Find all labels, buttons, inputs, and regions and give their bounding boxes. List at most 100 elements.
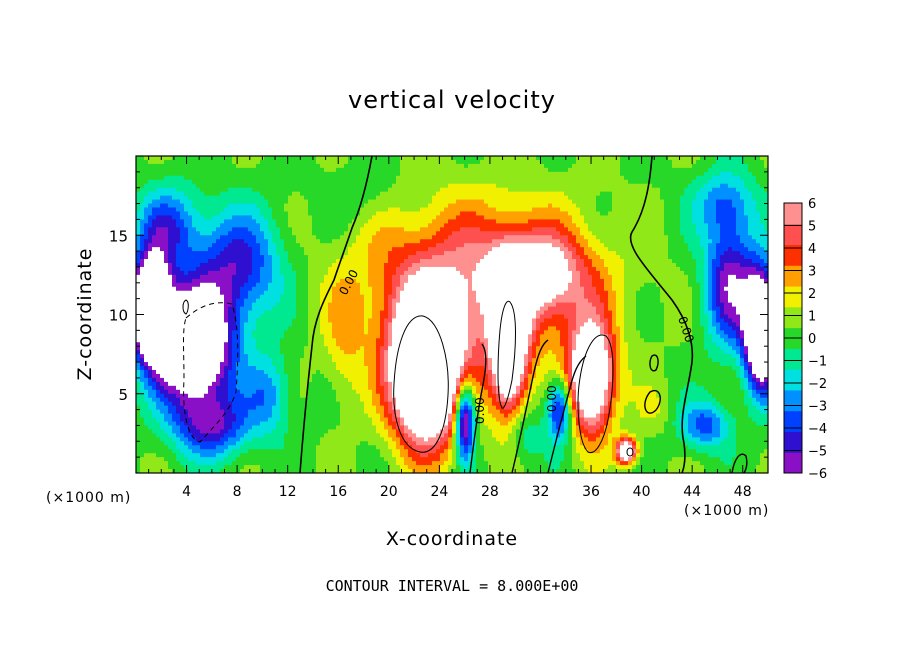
heatmap-cell <box>364 199 369 205</box>
heatmap-cell <box>264 227 269 232</box>
heatmap-cell <box>296 381 301 387</box>
heatmap-cell <box>284 247 289 252</box>
heatmap-cell <box>244 330 249 335</box>
heatmap-cell <box>216 393 221 399</box>
heatmap-cell <box>368 393 373 399</box>
heatmap-cell <box>168 457 173 462</box>
heatmap-cell <box>224 322 229 327</box>
heatmap-cell <box>244 231 249 236</box>
heatmap-cell <box>236 405 241 411</box>
heatmap-cell <box>240 239 245 244</box>
heatmap-cell <box>152 421 157 427</box>
heatmap-cell <box>264 207 269 213</box>
heatmap-cell <box>204 286 209 292</box>
heatmap-cell <box>208 318 213 324</box>
heatmap-cell <box>164 453 169 458</box>
heatmap-cell <box>160 453 165 458</box>
heatmap-cell <box>372 294 377 300</box>
heatmap-cell <box>160 219 165 224</box>
heatmap-cell <box>244 223 249 228</box>
heatmap-cell <box>204 330 209 335</box>
heatmap-cell <box>316 302 321 308</box>
heatmap-cell <box>136 175 141 181</box>
heatmap-cell <box>224 465 229 470</box>
heatmap-cell <box>136 350 141 355</box>
heatmap-cell <box>224 207 229 213</box>
heatmap-cell <box>144 330 149 335</box>
heatmap-cell <box>352 405 357 411</box>
heatmap-cell <box>304 183 309 189</box>
heatmap-cell <box>376 385 381 391</box>
heatmap-cell <box>240 322 245 327</box>
heatmap-cell <box>372 302 377 308</box>
heatmap-cell <box>264 401 269 407</box>
heatmap-cell <box>240 195 245 201</box>
heatmap-cell <box>292 417 297 423</box>
heatmap-cell <box>328 469 333 473</box>
heatmap-cell <box>376 227 381 232</box>
heatmap-cell <box>208 219 213 224</box>
heatmap-cell <box>256 366 261 371</box>
heatmap-cell <box>268 298 273 304</box>
heatmap-cell <box>192 461 197 466</box>
heatmap-cell <box>372 278 377 284</box>
heatmap-cell <box>220 191 225 197</box>
heatmap-cell <box>240 171 245 177</box>
heatmap-cell <box>340 259 345 264</box>
heatmap-cell <box>232 191 237 197</box>
heatmap-cell <box>244 425 249 431</box>
heatmap-cell <box>324 286 329 292</box>
heatmap-cell <box>384 227 389 232</box>
heatmap-cell <box>332 183 337 189</box>
heatmap-cell <box>160 199 165 205</box>
heatmap-cell <box>348 457 353 462</box>
heatmap-cell <box>156 366 161 371</box>
heatmap-cell <box>328 381 333 387</box>
heatmap-cell <box>384 239 389 244</box>
heatmap-cell <box>292 366 297 371</box>
heatmap-cell <box>256 413 261 419</box>
heatmap-cell <box>276 421 281 427</box>
heatmap-cell <box>260 195 265 201</box>
heatmap-cell <box>164 266 169 272</box>
heatmap-cell <box>180 358 185 363</box>
heatmap-cell <box>196 156 201 161</box>
heatmap-cell <box>244 334 249 339</box>
heatmap-cell <box>344 358 349 363</box>
heatmap-cell <box>324 445 329 450</box>
heatmap-cell <box>244 433 249 438</box>
heatmap-cell <box>156 156 161 161</box>
heatmap-cell <box>244 266 249 272</box>
heatmap-cell <box>368 377 373 383</box>
heatmap-cell <box>328 318 333 324</box>
heatmap-cell <box>180 278 185 284</box>
heatmap-cell <box>252 326 257 331</box>
heatmap-cell <box>308 203 313 209</box>
heatmap-cell <box>156 445 161 450</box>
heatmap-cell <box>260 413 265 419</box>
heatmap-cell <box>216 219 221 224</box>
heatmap-cell <box>304 358 309 363</box>
heatmap-cell <box>336 326 341 331</box>
heatmap-cell <box>360 171 365 177</box>
heatmap-cell <box>140 457 145 462</box>
heatmap-cell <box>276 413 281 419</box>
heatmap-cell <box>232 409 237 415</box>
heatmap-cell <box>288 243 293 248</box>
heatmap-cell <box>324 183 329 189</box>
heatmap-cell <box>180 179 185 185</box>
heatmap-cell <box>180 433 185 438</box>
heatmap-cell <box>268 413 273 419</box>
heatmap-cell <box>256 469 261 473</box>
heatmap-cell <box>240 219 245 224</box>
heatmap-cell <box>368 278 373 284</box>
heatmap-cell <box>340 453 345 458</box>
heatmap-cell <box>276 330 281 335</box>
heatmap-cell <box>292 405 297 411</box>
heatmap-cell <box>200 393 205 399</box>
heatmap-cell <box>324 215 329 220</box>
heatmap-cell <box>168 223 173 228</box>
heatmap-cell <box>220 457 225 462</box>
heatmap-cell <box>324 163 329 169</box>
heatmap-cell <box>272 167 277 173</box>
